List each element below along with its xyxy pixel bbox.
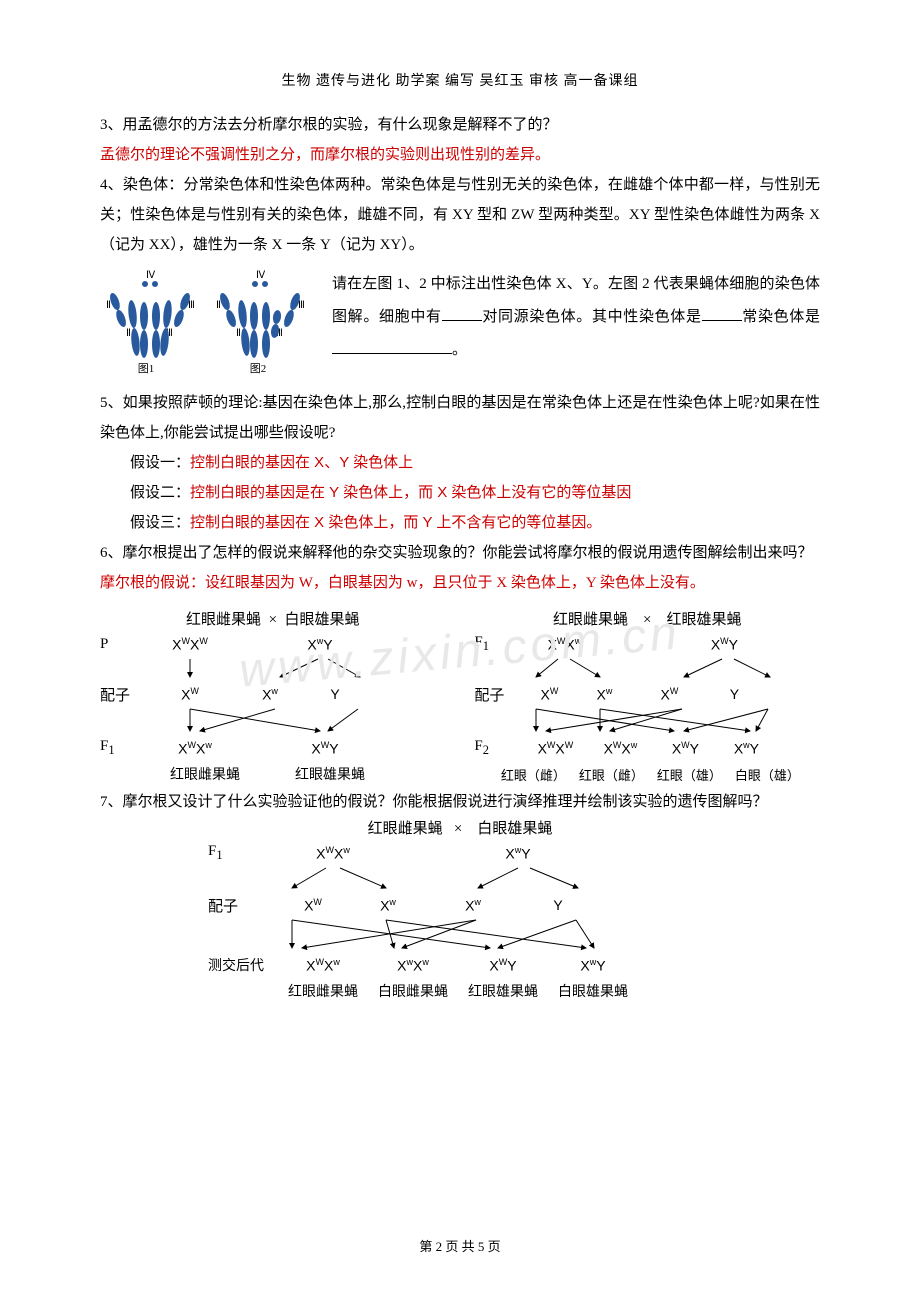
svg-text:Ⅱ: Ⅱ — [236, 328, 241, 339]
blank-sex[interactable] — [702, 306, 742, 321]
page-footer: 第 2 页 共 5 页 — [0, 1236, 920, 1255]
cross1-arrows-2 — [150, 707, 410, 735]
cross2-arrows-2 — [524, 707, 814, 735]
cross2-arrows-1 — [524, 657, 814, 681]
blank-pairs[interactable] — [442, 306, 482, 321]
q5-h3: 假设三：控制白眼的基因在 X 染色体上，而 Y 上不含有它的等位基因。 — [100, 508, 820, 538]
svg-text:Ⅱ: Ⅱ — [106, 300, 111, 311]
q7-text: 7、摩尔根又设计了什么实验验证他的假说？你能根据假说进行演绎推理并绘制该实验的遗… — [100, 787, 820, 817]
q5-text: 5、如果按照萨顿的理论:基因在染色体上,那么,控制白眼的基因是在常染色体上还是在… — [100, 388, 820, 448]
q3-question: 3、用孟德尔的方法去分析摩尔根的实验，有什么现象是解释不了的？ — [100, 110, 820, 140]
svg-text:Ⅱ: Ⅱ — [126, 328, 131, 339]
svg-text:Ⅳ: Ⅳ — [256, 270, 266, 281]
blank-auto[interactable] — [332, 339, 452, 354]
page-header: 生物 遗传与进化 助学案 编写 吴红玉 审核 高一备课组 — [100, 70, 820, 90]
q4-text: 4、染色体：分常染色体和性染色体两种。常染色体是与性别无关的染色体，在雌雄个体中… — [100, 170, 820, 260]
q5-h2: 假设二：控制白眼的基因是在 Y 染色体上，而 X 染色体上没有它的等位基因 — [100, 478, 820, 508]
cross3-arrows-2 — [278, 918, 678, 952]
chromosome-figure: Ⅱ Ⅱ Ⅲ Ⅲ Ⅳ 图1 Ⅱ Ⅱ — [100, 268, 320, 378]
cross-row: 红眼雌果蝇 × 白眼雄果蝇 P XWXW XwY 配子 XW Xw Y — [100, 608, 820, 787]
cross1-arrows-1 — [150, 657, 410, 681]
svg-text:Ⅳ: Ⅳ — [146, 270, 156, 281]
cross3-diagram: 红眼雌果蝇 × 白眼雄果蝇 F1 XWXw XwY 配子 XW Xw Xw Y — [208, 817, 712, 1004]
q4-side-text: 请在左图 1、2 中标注出性染色体 X、Y。左图 2 代表果蝇体细胞的染色体图解… — [332, 268, 820, 367]
q6-text: 6、摩尔根提出了怎样的假说来解释他的杂交实验现象的？你能尝试将摩尔根的假说用遗传… — [100, 538, 820, 568]
cross3-arrows-1 — [278, 866, 658, 892]
svg-text:Ⅱ: Ⅱ — [216, 300, 221, 311]
fig1-label: 图1 — [138, 362, 155, 375]
fig2-label: 图2 — [250, 362, 267, 375]
q3-answer: 孟德尔的理论不强调性别之分，而摩尔根的实验则出现性别的差异。 — [100, 140, 820, 170]
q5-h1: 假设一：控制白眼的基因在 X、Y 染色体上 — [100, 448, 820, 478]
q6-hypo: 摩尔根的假说：设红眼基因为 W，白眼基因为 w，且只位于 X 染色体上，Y 染色… — [100, 568, 820, 598]
cross2-diagram: 红眼雌果蝇 × 红眼雄果蝇 F1 XWXw XWY 配子 XW Xw XW Y — [474, 608, 820, 787]
cross1-diagram: 红眼雌果蝇 × 白眼雄果蝇 P XWXW XwY 配子 XW Xw Y — [100, 608, 446, 787]
